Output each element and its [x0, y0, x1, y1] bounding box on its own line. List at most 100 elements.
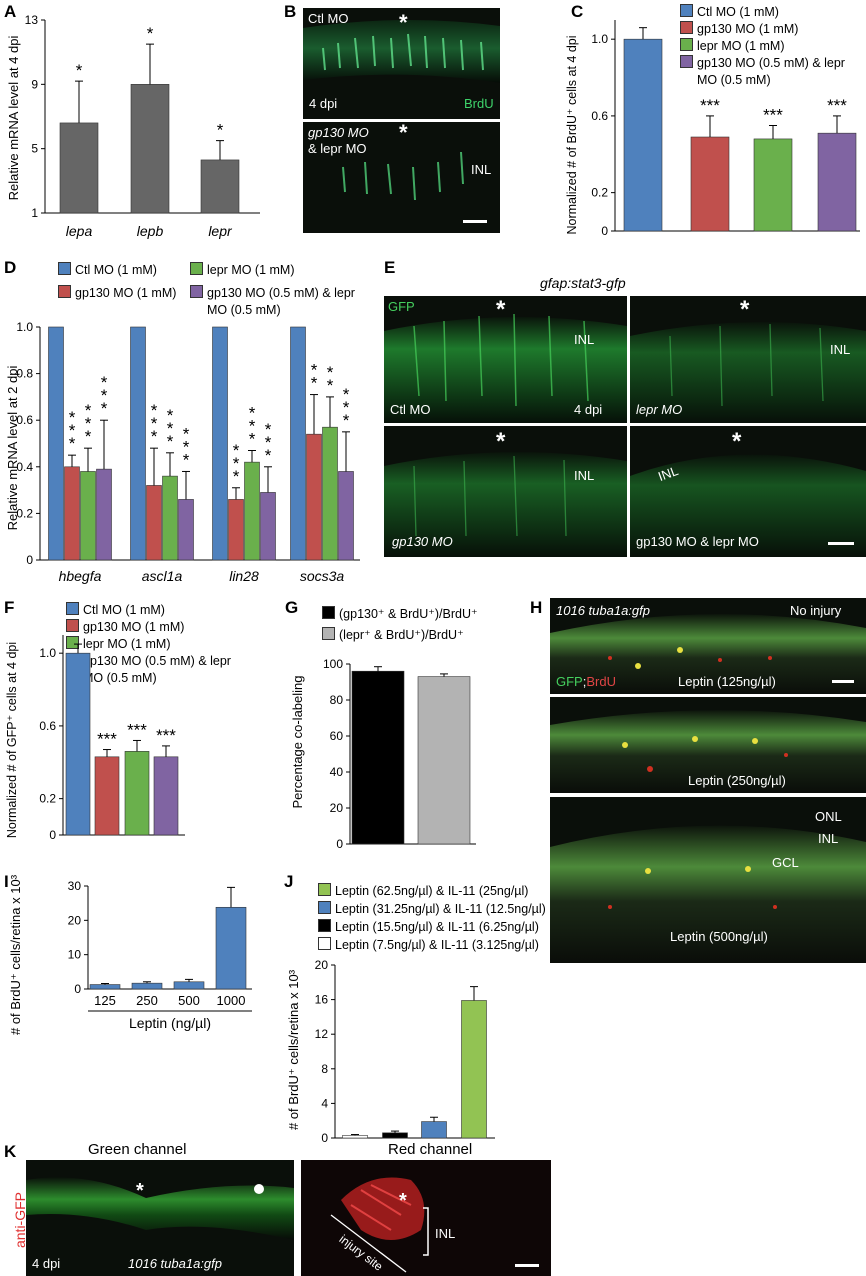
significance-mark: *	[233, 467, 240, 486]
y-tick-label: 0.2	[591, 186, 608, 200]
y-tick-label: 0	[601, 224, 608, 238]
legend-label: gp130 MO (0.5 mM) & lepr MO (0.5 mM)	[207, 286, 355, 317]
bar	[623, 38, 663, 232]
significance-mark: *	[265, 420, 272, 439]
y-tick-label: 0.4	[16, 460, 33, 474]
bar	[322, 426, 338, 561]
legend-swatch	[680, 55, 693, 68]
significance-mark: ***	[97, 730, 117, 749]
legend-swatch	[190, 262, 203, 275]
panel-h-sub-125: Leptin (125ng/µl)	[678, 674, 776, 689]
x-tick-label: 250	[136, 993, 158, 1008]
legend-label: Leptin (31.25ng/µl) & IL-11 (12.5ng/µl)	[335, 902, 546, 916]
legend-label: Ctl MO (1 mM)	[697, 5, 779, 19]
legend-label: (lepr⁺ & BrdU⁺)/BrdU⁺	[339, 628, 464, 642]
bar	[338, 471, 354, 561]
legend-d-item-lepr: lepr MO (1 mM)	[190, 262, 372, 279]
y-tick-label: 0.6	[16, 413, 33, 427]
y-tick-label: 12	[315, 1027, 329, 1041]
legend-d-col2: lepr MO (1 mM) gp130 MO (0.5 mM) & lepr …	[190, 262, 372, 319]
significance-mark: *	[101, 386, 108, 405]
bar	[146, 485, 162, 561]
bar	[228, 499, 244, 561]
panel-h-layer-onl: ONL	[815, 809, 842, 824]
legend-j-item-1: Leptin (7.5ng/µl) & IL-11 (3.125ng/µl)	[318, 936, 546, 954]
legend-label: (gp130⁺ & BrdU⁺)/BrdU⁺	[339, 607, 478, 621]
legend-swatch	[322, 627, 335, 640]
legend-c-item-lepr: lepr MO (1 mM)	[680, 38, 866, 55]
bar	[124, 751, 150, 836]
panel-e-asterisk-3: *	[496, 428, 506, 455]
chart-f: Normalized # of GFP⁺ cells at 4 dpi 0 0.2…	[5, 635, 185, 842]
panel-e-asterisk: *	[496, 296, 506, 323]
bar	[753, 138, 793, 232]
x-tick-label: lepa	[66, 223, 93, 239]
legend-j-item-2: Leptin (15.5ng/µl) & IL-11 (6.25ng/µl)	[318, 918, 546, 936]
y-tick-label: 0.2	[39, 792, 56, 806]
panel-k-red-title: Red channel	[388, 1141, 473, 1158]
panel-e-micrograph-lepr: * INL lepr MO	[630, 296, 866, 423]
significance-mark: *	[183, 424, 190, 443]
significance-mark: *	[151, 401, 158, 420]
panel-h-sub-250: Leptin (250ng/µl)	[688, 773, 786, 788]
bar	[130, 326, 146, 561]
chart-c-ylabel: Normalized # of BrdU⁺ cells at 4 dpi	[565, 35, 579, 234]
panel-b-top-label: Ctl MO	[308, 11, 349, 26]
legend-label: gp130 MO (0.5 mM) & lepr MO (0.5 mM)	[697, 56, 845, 87]
significance-mark: *	[167, 406, 174, 425]
legend-f-item-ctl: Ctl MO (1 mM)	[66, 602, 253, 619]
legend-label: Leptin (62.5ng/µl) & IL-11 (25ng/µl)	[335, 884, 529, 898]
x-tick-label: hbegfa	[59, 568, 102, 584]
bar	[690, 136, 730, 232]
panel-letter-a: A	[4, 2, 17, 21]
significance-mark: ***	[700, 96, 720, 115]
panel-k-green-title: Green channel	[88, 1141, 187, 1158]
significance-mark: ***	[763, 106, 783, 125]
panel-h-no-injury: No injury	[790, 603, 842, 618]
y-tick-label: 16	[315, 993, 329, 1007]
bar	[173, 981, 205, 990]
panel-e-layer: INL	[574, 332, 595, 347]
significance-mark: *	[249, 416, 256, 435]
significance-mark: *	[249, 403, 256, 422]
legend-label: gp130 MO (0.5 mM) & lepr MO (0.5 mM)	[83, 654, 231, 685]
legend-label: Leptin (15.5ng/µl) & IL-11 (6.25ng/µl)	[335, 920, 539, 934]
panel-b-asterisk-top: *	[399, 10, 408, 35]
panel-letter-j: J	[284, 872, 294, 891]
legend-g-item-1: (gp130⁺ & BrdU⁺)/BrdU⁺	[322, 606, 478, 623]
panel-e-asterisk-4: *	[732, 428, 742, 455]
y-tick-label: 4	[321, 1096, 328, 1110]
legend-d-item-ctl: Ctl MO (1 mM)	[58, 262, 176, 279]
panel-h-stain-sep: ;	[582, 674, 587, 689]
y-tick-label: 0.8	[16, 367, 33, 381]
chart-a: Relative mRNA level at 4 dpi 1 5 9 13 * * * lep…	[6, 13, 260, 239]
x-tick-label: 125	[94, 993, 116, 1008]
y-tick-label: 9	[31, 77, 38, 91]
legend-label: gp130 MO (1 mM)	[83, 620, 185, 634]
bar	[178, 499, 194, 561]
legend-j-item-3: Leptin (31.25ng/µl) & IL-11 (12.5ng/µl)	[318, 900, 546, 918]
significance-mark: *	[101, 399, 108, 418]
legend-label: Ctl MO (1 mM)	[75, 263, 157, 277]
significance-mark: *	[167, 432, 174, 451]
legend-swatch	[318, 901, 331, 914]
significance-mark: *	[343, 385, 350, 404]
y-tick-label: 8	[321, 1062, 328, 1076]
y-tick-label: 1.0	[16, 320, 33, 334]
bar	[200, 159, 240, 214]
legend-f: Ctl MO (1 mM) gp130 MO (1 mM) lepr MO (1…	[66, 602, 253, 687]
y-tick-label: 40	[330, 765, 344, 779]
significance-mark: ***	[827, 96, 847, 115]
significance-mark: *	[85, 414, 92, 433]
bar	[290, 326, 306, 561]
legend-swatch	[66, 602, 79, 615]
panel-letter-c: C	[571, 2, 584, 21]
chart-g: Percentage co-labeling 0 20 40 60 80 100	[290, 657, 476, 851]
y-tick-label: 1.0	[39, 646, 56, 660]
significance-mark: *	[151, 427, 158, 446]
panel-e-sub-combo: gp130 MO & lepr MO	[636, 534, 759, 549]
legend-label: lepr MO (1 mM)	[207, 263, 295, 277]
x-tick-label: socs3a	[300, 568, 345, 584]
panel-letter-h: H	[530, 598, 543, 617]
y-tick-label: 5	[31, 142, 38, 156]
